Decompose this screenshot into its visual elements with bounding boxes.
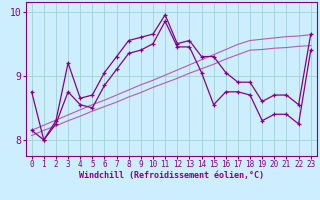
X-axis label: Windchill (Refroidissement éolien,°C): Windchill (Refroidissement éolien,°C): [79, 171, 264, 180]
